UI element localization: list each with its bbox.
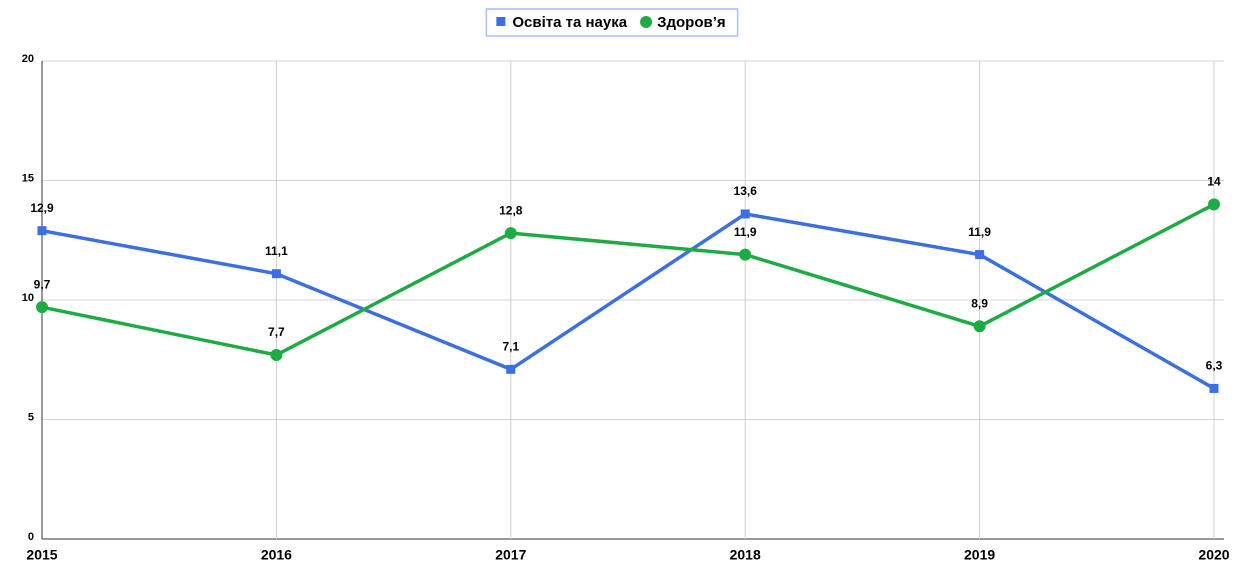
legend-label: Освіта та наука — [512, 14, 627, 31]
x-tick-label: 2017 — [495, 547, 526, 563]
point — [975, 250, 985, 260]
data-label: 11,9 — [734, 225, 757, 239]
data-label: 14 — [1207, 175, 1221, 189]
x-tick-label: 2016 — [261, 547, 292, 563]
point — [270, 348, 283, 361]
legend-marker — [496, 17, 506, 26]
point — [271, 269, 281, 279]
legend-box — [485, 8, 739, 37]
data-label: 11,9 — [968, 225, 991, 239]
x-tick-label: 2019 — [964, 547, 995, 563]
legend-label: Здоров’я — [657, 14, 726, 31]
y-tick-label: 10 — [22, 292, 34, 304]
point — [36, 301, 48, 314]
y-tick-label: 20 — [22, 53, 34, 65]
point — [1209, 383, 1219, 393]
point — [973, 320, 986, 333]
x-tick-label: 2018 — [730, 547, 761, 563]
point — [740, 209, 750, 219]
data-label: 13,6 — [734, 184, 758, 198]
x-tick-label: 2015 — [26, 547, 57, 563]
data-label: 12,8 — [499, 203, 523, 217]
series-line — [41, 212, 1215, 390]
point — [37, 226, 47, 236]
data-label: 7,7 — [268, 325, 285, 339]
point — [506, 364, 516, 374]
data-label: 6,3 — [1206, 359, 1223, 373]
data-label: 12,9 — [30, 201, 54, 215]
legend-marker — [640, 16, 653, 28]
point — [1208, 198, 1220, 211]
data-label: 11,1 — [265, 244, 288, 258]
data-label: 7,1 — [502, 339, 519, 353]
series-line — [41, 202, 1215, 357]
y-tick-label: 0 — [28, 531, 34, 543]
data-label: 8,9 — [971, 296, 988, 310]
point — [504, 227, 517, 240]
data-label: 9,7 — [34, 277, 51, 291]
x-tick-label: 2020 — [1198, 547, 1229, 563]
y-tick-label: 5 — [28, 411, 34, 423]
y-tick-label: 15 — [22, 172, 34, 184]
point — [739, 248, 752, 261]
